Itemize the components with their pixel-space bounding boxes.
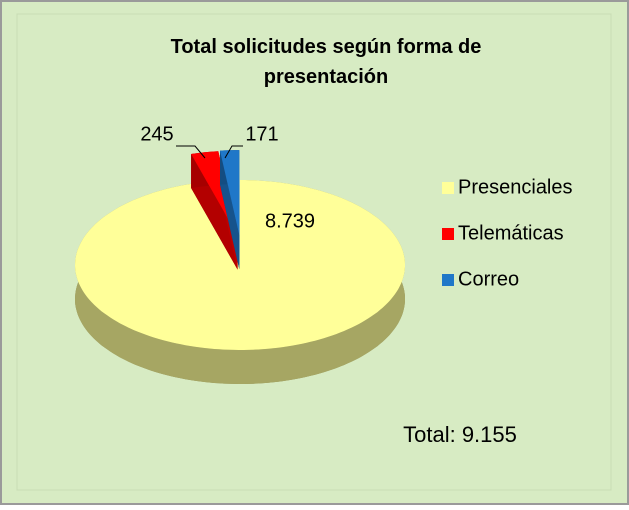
pie-slice bbox=[191, 151, 238, 236]
data-label: 171 bbox=[245, 123, 278, 145]
legend-label: Presenciales bbox=[458, 176, 573, 198]
chart-title: Total solicitudes según forma de presenta… bbox=[171, 36, 482, 88]
legend-label: Correo bbox=[458, 268, 519, 290]
pie-slice bbox=[75, 180, 405, 350]
legend-swatch bbox=[442, 228, 454, 240]
legend-swatch bbox=[442, 274, 454, 286]
leader-line bbox=[224, 145, 243, 159]
plot-frame bbox=[16, 13, 612, 491]
legend-label: Telemáticas bbox=[458, 222, 564, 244]
leader-line bbox=[176, 145, 206, 159]
legend-swatch bbox=[442, 182, 454, 194]
annotation: Total: 9.155 bbox=[403, 422, 517, 447]
pie-slice bbox=[220, 150, 240, 236]
data-label: 8.739 bbox=[265, 210, 315, 232]
data-label: 245 bbox=[140, 123, 173, 145]
